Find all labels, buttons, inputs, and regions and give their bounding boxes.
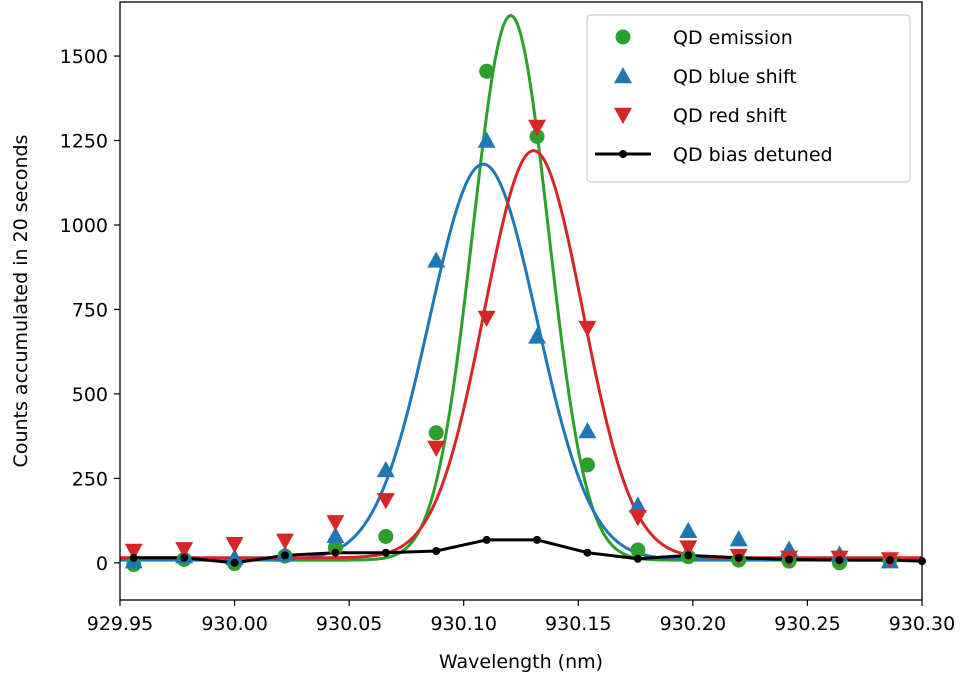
y-tick-label: 1250 [60, 131, 108, 153]
y-axis-label: Counts accumulated in 20 seconds [10, 135, 32, 468]
data-point [477, 131, 496, 148]
y-tick-label: 750 [72, 299, 108, 321]
legend-marker [615, 29, 631, 45]
x-axis-label: Wavelength (nm) [439, 651, 603, 673]
data-point [427, 440, 446, 457]
data-point [734, 553, 743, 562]
data-point [633, 554, 642, 563]
data-point [630, 542, 646, 558]
data-point [378, 528, 394, 544]
data-point [129, 553, 138, 562]
x-tick-label: 930.10 [430, 613, 496, 635]
y-tick-label: 1000 [60, 215, 108, 237]
data-point [376, 493, 395, 510]
data-point [326, 515, 345, 532]
data-point [175, 542, 194, 559]
data-point [477, 310, 496, 327]
y-tick-label: 0 [96, 553, 108, 575]
data-point [482, 535, 491, 544]
legend-label: QD bias detuned [673, 144, 833, 166]
y-tick-label: 500 [72, 384, 108, 406]
x-tick-label: 930.15 [545, 613, 611, 635]
data-point [579, 457, 595, 473]
legend-marker [614, 107, 632, 124]
x-tick-label: 930.30 [889, 613, 955, 635]
legend-box [586, 14, 911, 183]
legend-label: QD emission [673, 27, 793, 49]
data-point [528, 119, 547, 137]
data-point [628, 510, 647, 527]
data-point [578, 320, 597, 338]
legend-marker [619, 150, 627, 158]
data-point [427, 251, 446, 268]
y-tick-label: 1500 [60, 46, 108, 68]
x-tick-label: 929.95 [87, 613, 153, 635]
data-point [275, 533, 294, 550]
data-point [180, 553, 189, 562]
data-point [432, 547, 441, 556]
data-point [835, 556, 844, 565]
data-point [785, 555, 794, 564]
data-point [684, 551, 693, 560]
data-point [583, 548, 592, 557]
legend-marker [614, 67, 632, 84]
x-tick-label: 930.00 [201, 613, 267, 635]
data-point [479, 63, 495, 79]
data-point [729, 530, 748, 547]
data-point [326, 526, 345, 544]
y-tick-label: 250 [72, 468, 108, 490]
data-point [225, 548, 244, 565]
data-point [528, 327, 547, 344]
data-point [280, 551, 289, 560]
data-point [428, 425, 444, 441]
data-point [533, 535, 542, 544]
data-markers [124, 63, 926, 573]
legend-label: QD red shift [673, 105, 787, 127]
data-point [331, 548, 340, 557]
data-point [885, 556, 894, 565]
legend: QD emission QD blue shift QD red shift QD b… [586, 14, 911, 183]
data-point [679, 521, 698, 538]
x-axis: 929.95 930.00 930.05 930.10 930.15 930.20 930.… [87, 600, 955, 635]
data-point [578, 422, 597, 439]
x-tick-label: 930.20 [660, 613, 726, 635]
x-tick-label: 930.05 [316, 613, 382, 635]
data-point [225, 537, 244, 554]
legend-label: QD blue shift [673, 66, 797, 88]
data-point [381, 548, 390, 557]
y-axis: 0 250 500 750 1000 1250 1500 [60, 46, 120, 575]
data-point [230, 558, 239, 567]
data-point [529, 128, 545, 144]
data-point [376, 460, 395, 478]
x-tick-label: 930.25 [774, 613, 840, 635]
data-point [124, 543, 143, 561]
plot-frame [119, 1, 923, 601]
data-point [628, 496, 647, 513]
data-point [679, 540, 698, 557]
